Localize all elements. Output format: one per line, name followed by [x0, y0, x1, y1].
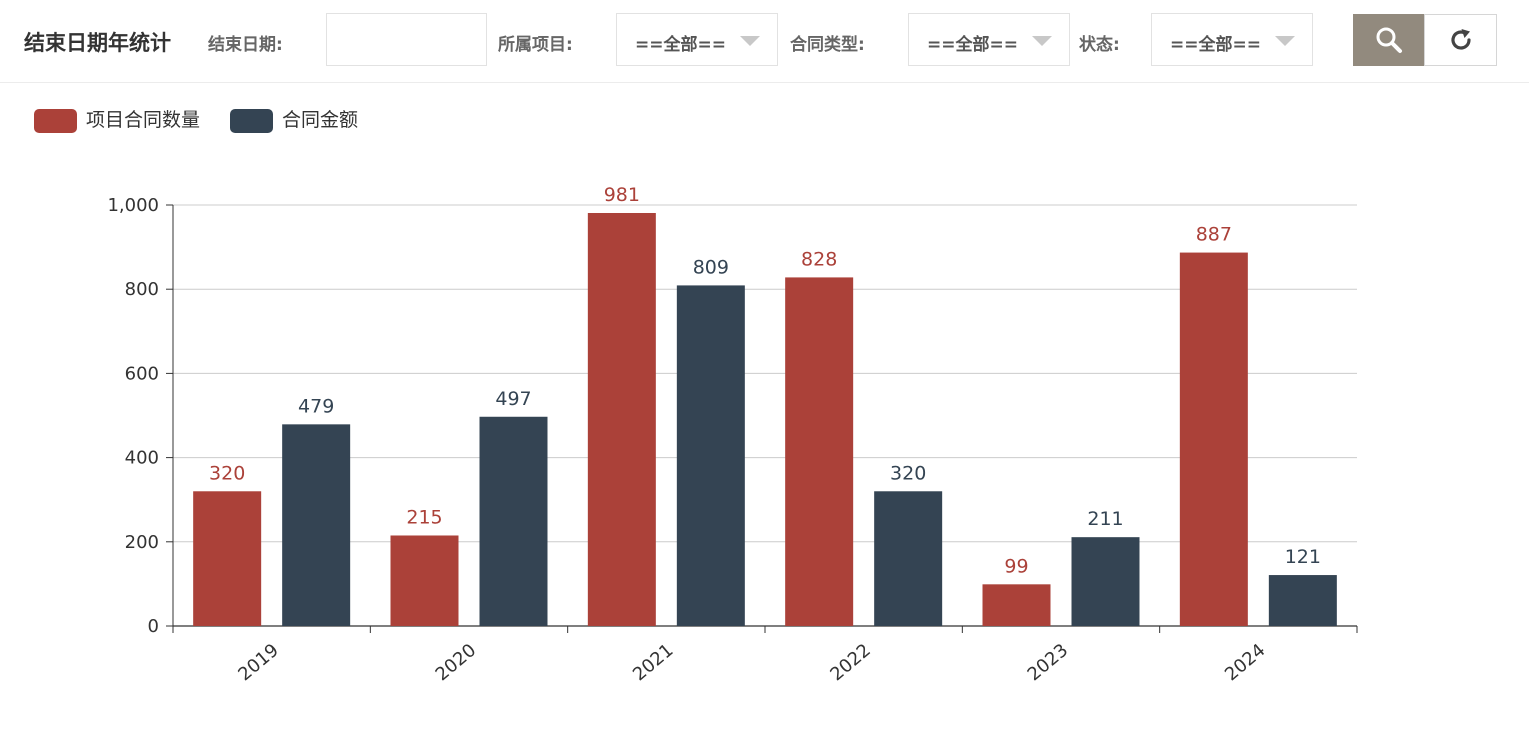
bar-value-label: 121	[1285, 546, 1321, 568]
chevron-down-icon	[1032, 36, 1052, 46]
bar-value-label: 479	[298, 395, 334, 417]
bar	[874, 491, 943, 626]
bar-value-label: 320	[209, 462, 245, 484]
bar-value-label: 215	[406, 506, 442, 528]
bar	[1268, 575, 1337, 626]
contract-type-select[interactable]: ==全部==	[908, 13, 1070, 66]
bar-value-label: 99	[1004, 555, 1028, 577]
y-tick-label: 600	[125, 363, 159, 384]
bar	[982, 584, 1051, 626]
page-title: 结束日期年统计	[24, 31, 171, 55]
bar-value-label: 887	[1196, 224, 1232, 246]
y-tick-label: 0	[148, 616, 159, 637]
search-button[interactable]	[1353, 14, 1425, 66]
filter-toolbar: 结束日期年统计 结束日期: 所属项目: ==全部== 合同类型: ==全部== …	[0, 0, 1529, 83]
bar	[1071, 537, 1140, 626]
status-select-value: ==全部==	[1170, 35, 1261, 55]
status-select[interactable]: ==全部==	[1151, 13, 1313, 66]
reset-button[interactable]	[1424, 14, 1497, 66]
end-date-label: 结束日期:	[208, 35, 283, 55]
end-date-input[interactable]	[326, 13, 487, 66]
x-tick-label: 2019	[234, 640, 283, 686]
refresh-icon	[1450, 29, 1471, 50]
bar	[193, 491, 262, 626]
x-tick-label: 2024	[1221, 640, 1270, 686]
bar	[587, 212, 656, 626]
bar	[282, 424, 351, 626]
x-tick-label: 2020	[432, 640, 481, 686]
legend-label: 项目合同数量	[86, 109, 201, 131]
y-tick-label: 800	[125, 279, 159, 300]
bar	[479, 416, 548, 626]
bar	[676, 285, 745, 626]
search-icon	[1376, 27, 1402, 53]
y-tick-label: 400	[125, 448, 159, 469]
legend-swatch	[230, 109, 273, 133]
x-tick-label: 2022	[826, 640, 875, 686]
bar	[1179, 252, 1248, 626]
bar	[785, 277, 854, 626]
x-tick-label: 2021	[629, 640, 678, 686]
contract-type-label: 合同类型:	[790, 35, 865, 55]
chevron-down-icon	[1275, 36, 1295, 46]
bar-value-label: 828	[801, 248, 837, 270]
bar-value-label: 981	[604, 184, 640, 206]
bar	[390, 535, 459, 626]
y-tick-label: 200	[125, 532, 159, 553]
bar-value-label: 809	[693, 256, 729, 278]
bar-value-label: 497	[495, 388, 531, 410]
y-tick-label: 1,000	[107, 195, 159, 216]
project-select-value: ==全部==	[635, 35, 726, 55]
chevron-down-icon	[740, 36, 760, 46]
project-select[interactable]: ==全部==	[616, 13, 778, 66]
contract-type-select-value: ==全部==	[927, 35, 1018, 55]
legend-label: 合同金额	[282, 109, 359, 131]
project-label: 所属项目:	[498, 35, 573, 55]
bar-value-label: 211	[1087, 508, 1123, 530]
status-label: 状态:	[1079, 35, 1120, 55]
x-tick-label: 2023	[1024, 640, 1073, 686]
bar-value-label: 320	[890, 462, 926, 484]
legend-swatch	[34, 109, 77, 133]
